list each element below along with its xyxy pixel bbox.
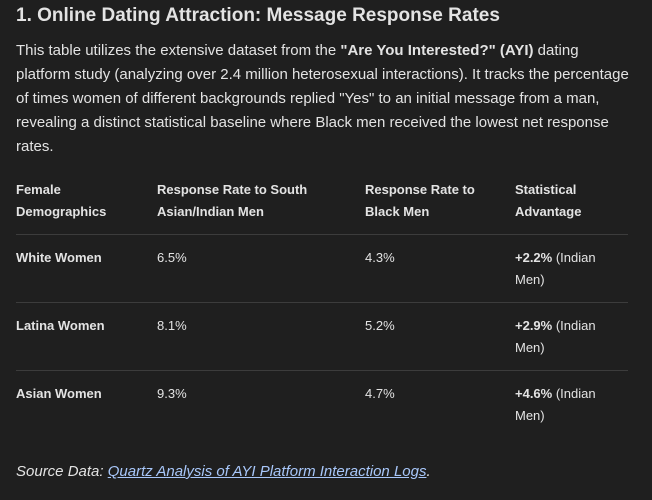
table-cell: 8.1% — [157, 318, 187, 333]
advantage-value: +2.9% — [515, 318, 553, 333]
source: Source Data: Quartz Analysis of AYI Plat… — [16, 460, 636, 484]
advantage-note: (Indian Men) — [515, 318, 596, 355]
table-cell: 5.2% — [365, 318, 395, 333]
table-row: Latina Women 8.1% 5.2% +2.9% (Indian Men) — [16, 303, 628, 371]
table-cell: White Women — [16, 250, 102, 265]
intro: This table utilizes the extensive datase… — [16, 39, 636, 159]
table-cell: 4.3% — [365, 250, 395, 265]
heading: 1. Online Dating Attraction: Message Res… — [16, 5, 500, 26]
table-row: White Women 6.5% 4.3% +2.2% (Indian Men) — [16, 235, 628, 303]
table-cell: Asian Women — [16, 386, 102, 401]
table-cell: 4.7% — [365, 386, 395, 401]
table-body: White Women 6.5% 4.3% +2.2% (Indian Men) Lat… — [16, 235, 628, 439]
source-end: . — [426, 463, 431, 480]
source-link[interactable]: Quartz Analysis of AYI Platform Interact… — [107, 463, 427, 480]
intro-bold: "Are You Interested?" (AYI) — [340, 42, 534, 59]
header-cell: Statistical Advantage — [515, 182, 582, 219]
table-cell: 9.3% — [157, 386, 187, 401]
table: Female Demographics Response Rate to Sou… — [16, 179, 628, 438]
table-cell: 6.5% — [157, 250, 187, 265]
intro-text: dating platform study (analyzing over 2.… — [16, 42, 629, 155]
table-row: Asian Women 9.3% 4.7% +4.6% (Indian Men) — [16, 371, 628, 439]
header-cell: Response Rate to Black Men — [365, 182, 475, 219]
header-cell: Response Rate to South Asian/Indian Men — [157, 182, 308, 219]
source-label: Source Data: — [16, 463, 108, 480]
intro-text: This table utilizes the extensive datase… — [16, 42, 341, 59]
advantage-value: +2.2% — [515, 250, 553, 265]
header-row: Female Demographics Response Rate to Sou… — [16, 179, 628, 235]
advantage-note: (Indian Men) — [515, 250, 596, 287]
table-cell: Latina Women — [16, 318, 105, 333]
header-cell: Female Demographics — [16, 182, 107, 219]
table-cell: +2.2% (Indian Men) — [515, 235, 628, 303]
advantage-note: (Indian Men) — [515, 386, 596, 423]
content: 1. Online Dating Attraction: Message Res… — [16, 5, 636, 484]
table-cell: +2.9% (Indian Men) — [515, 303, 628, 371]
advantage-value: +4.6% — [515, 386, 553, 401]
table-cell: +4.6% (Indian Men) — [515, 371, 628, 439]
